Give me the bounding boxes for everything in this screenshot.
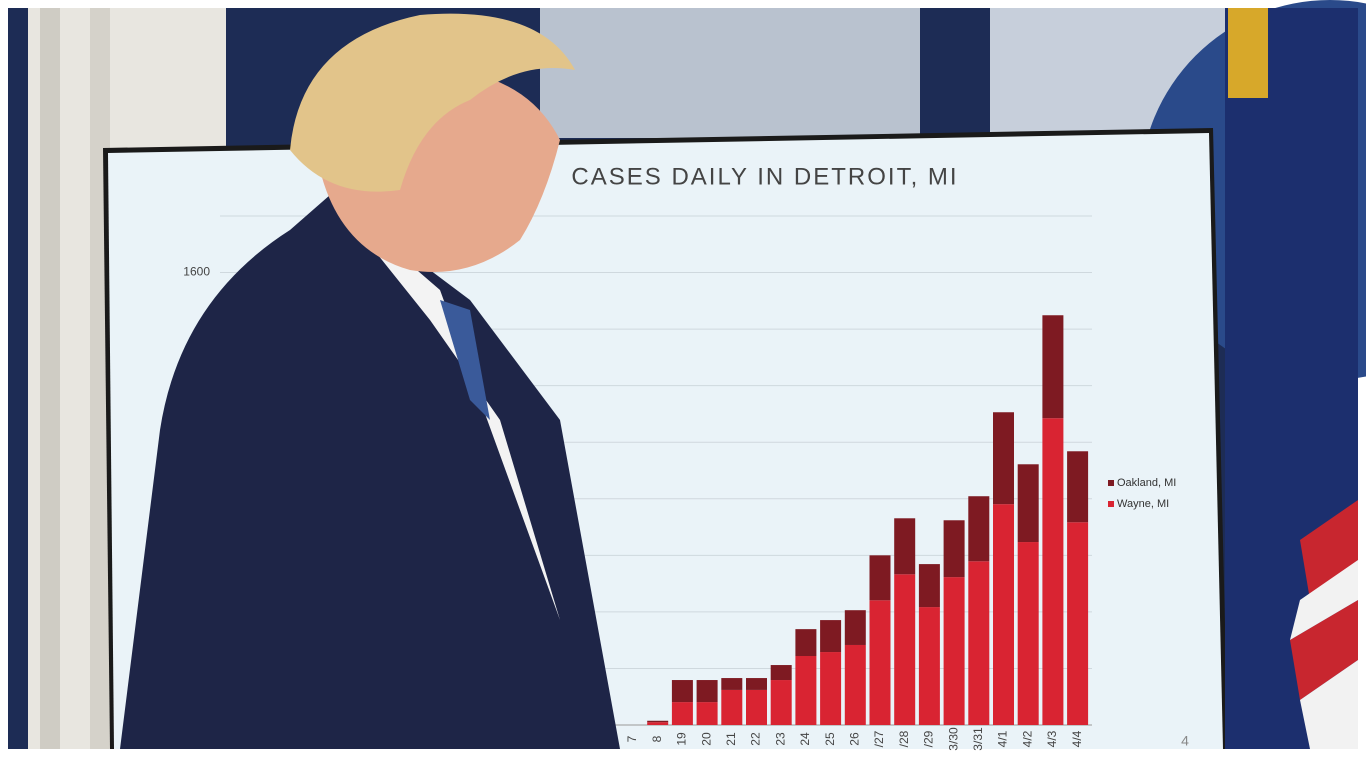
flag-stripe (1290, 500, 1358, 700)
bar-segment (993, 412, 1014, 505)
x-tick-label: 7 (625, 735, 639, 742)
bar-segment (894, 518, 916, 575)
tie (440, 300, 490, 420)
legend-label: Oakland, MI (1117, 477, 1176, 489)
x-tick-label: 19 (675, 732, 689, 746)
bar-segment (795, 656, 817, 725)
bar-segment (770, 680, 792, 725)
bar-segment (746, 689, 767, 725)
wall-panel (540, 8, 920, 138)
bar-segment (918, 564, 940, 608)
hair (290, 13, 575, 192)
legend-label: Wayne, MI (1117, 498, 1169, 510)
x-tick-label: /29 (922, 730, 936, 747)
y-tick-label: 1600 (183, 265, 210, 279)
x-tick-label: 8 (650, 735, 664, 742)
bar-segment (696, 702, 718, 725)
x-tick-label: 4/4 (1070, 730, 1084, 747)
x-tick-label: /27 (872, 730, 886, 747)
bar-segment (671, 702, 693, 725)
bar-segment (671, 680, 693, 703)
x-tick-label: 4/1 (996, 730, 1010, 747)
bar-segment (770, 665, 792, 681)
x-tick-label: 4/3 (1045, 730, 1059, 747)
bar-segment (1017, 464, 1039, 543)
bar-segment (894, 574, 916, 725)
pillar-groove (40, 8, 60, 749)
bar-segment (1067, 522, 1089, 725)
bar-segment (869, 555, 891, 601)
bar-segment (993, 504, 1014, 725)
bar-segment (696, 680, 718, 703)
flag-fringe (1228, 8, 1268, 98)
bar-segment (721, 689, 743, 725)
bar-segment (1042, 315, 1064, 419)
x-tick-label: 21 (724, 732, 738, 746)
chart: CASES DAILY IN DETROIT, MI 4 1600 7 8 19 20 2… (183, 163, 1189, 750)
bar-segment (918, 607, 940, 725)
x-tick-label: 20 (699, 732, 713, 746)
x-tick-label: 23 (773, 732, 787, 746)
bar-segment (943, 520, 965, 578)
flag (1225, 8, 1358, 749)
x-tick-label: /28 (897, 730, 911, 747)
x-tick-label: 24 (798, 732, 812, 746)
x-tick-label: 25 (823, 732, 837, 746)
chart-title: CASES DAILY IN DETROIT, MI (571, 163, 958, 190)
bar-segment (647, 722, 669, 725)
bar-segment (721, 678, 743, 690)
bar-segment (869, 600, 891, 725)
x-tick-label: 3/31 (971, 727, 985, 751)
suit (120, 195, 620, 749)
bar-segment (1042, 418, 1064, 725)
x-tick-label: 3/30 (946, 727, 960, 751)
bar-segment (820, 652, 842, 725)
x-tick-label: 22 (749, 732, 763, 746)
person (120, 13, 620, 749)
bar-segment (844, 644, 866, 725)
x-tick-label: 4/2 (1020, 730, 1034, 747)
bar-segment (820, 620, 842, 653)
x-tick-label: 26 (847, 732, 861, 746)
bar-segment (746, 678, 767, 690)
bar-segment (1017, 542, 1039, 725)
bar-segment (968, 561, 990, 725)
bar-segment (844, 610, 866, 645)
bar-segment (968, 496, 990, 562)
legend-swatch (1108, 480, 1114, 486)
bar-segment (795, 629, 817, 657)
bar-segment (647, 720, 669, 723)
page-number: 4 (1181, 733, 1189, 749)
flag-stripe (1290, 560, 1358, 749)
bar-segment (1067, 451, 1089, 523)
legend-swatch (1108, 501, 1114, 507)
bar-segment (943, 577, 965, 725)
